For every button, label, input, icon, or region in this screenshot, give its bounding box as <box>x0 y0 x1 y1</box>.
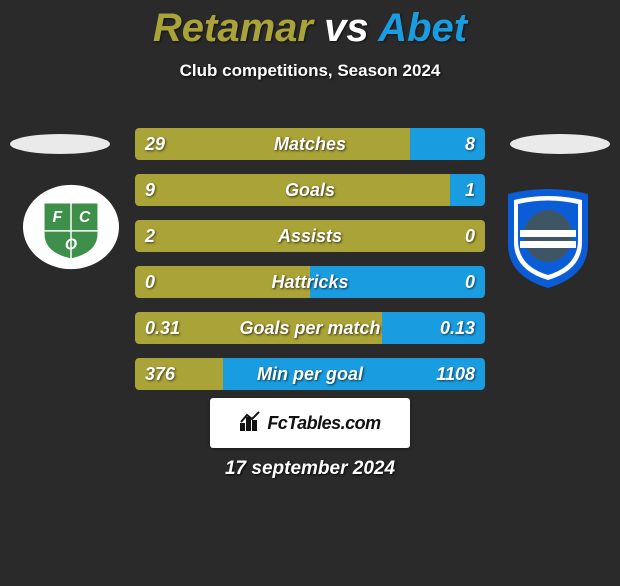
stat-label: Goals per match <box>135 312 485 344</box>
stats-bars: 298Matches 91Goals 20Assists 00Hattricks 0.3… <box>135 128 485 404</box>
stat-label: Min per goal <box>135 358 485 390</box>
stat-label: Hattricks <box>135 266 485 298</box>
stat-label: Matches <box>135 128 485 160</box>
ellipse-right <box>510 134 610 154</box>
crest-left: F C O <box>22 184 120 270</box>
crest-right <box>498 184 598 290</box>
player1-name: Retamar <box>153 6 313 50</box>
stat-row: 00Hattricks <box>135 266 485 298</box>
page-title: Retamar vs Abet <box>0 6 620 51</box>
chart-icon <box>239 410 261 437</box>
footer-date: 17 september 2024 <box>0 458 620 480</box>
ellipse-left <box>10 134 110 154</box>
stat-row: 0.310.13Goals per match <box>135 312 485 344</box>
brand-text: FcTables.com <box>267 413 380 434</box>
svg-text:O: O <box>65 237 77 254</box>
stat-label: Assists <box>135 220 485 252</box>
stat-row: 91Goals <box>135 174 485 206</box>
stat-label: Goals <box>135 174 485 206</box>
stat-row: 3761108Min per goal <box>135 358 485 390</box>
svg-text:F: F <box>52 209 62 226</box>
vs-label: vs <box>324 6 369 50</box>
stat-row: 298Matches <box>135 128 485 160</box>
stat-row: 20Assists <box>135 220 485 252</box>
subtitle: Club competitions, Season 2024 <box>0 61 620 81</box>
player2-name: Abet <box>378 6 467 50</box>
svg-text:C: C <box>79 209 91 226</box>
brand-box[interactable]: FcTables.com <box>210 398 410 448</box>
